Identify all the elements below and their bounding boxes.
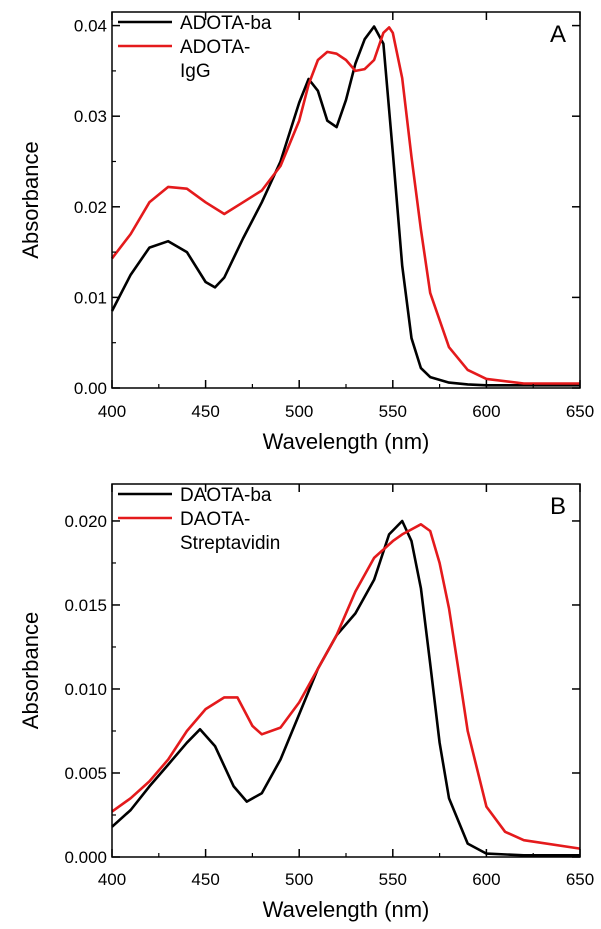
x-tick-label: 450 [191,402,219,421]
series-line-2 [110,26,580,385]
legend-label-2: IgG [180,61,211,82]
x-axis-title: Wavelength (nm) [263,429,430,454]
x-tick-label: 650 [566,402,594,421]
series-line-1 [111,519,580,857]
y-axis-title: Absorbance [18,612,43,729]
y-tick-label: 0.000 [64,848,107,867]
series-line-1 [110,25,580,387]
x-tick-label: 650 [566,870,594,889]
x-tick-label: 600 [472,870,500,889]
panel-b: 400 450 500 550 600 650 0.000 0.005 0.010 0.015 0.… [18,483,594,922]
x-tick-label: 400 [98,402,126,421]
x-tick-label: 550 [379,870,407,889]
x-tick-label: 450 [191,870,219,889]
x-tick-label: 500 [285,402,313,421]
panel-label: A [550,21,566,48]
legend-label-2: DAOTA- [180,509,250,530]
y-tick-label: 0.010 [64,680,107,699]
legend-label-2: Streptavidin [180,533,280,554]
x-tick-label: 550 [379,402,407,421]
x-tick-label: 500 [285,870,313,889]
x-tick-label: 600 [472,402,500,421]
y-tick-label: 0.015 [64,596,107,615]
y-tick-label: 0.03 [74,107,107,126]
series-line-2 [111,523,581,850]
y-tick-label: 0.00 [74,379,107,398]
panel-a: 400 450 500 550 600 650 0.00 0.01 0.02 0.03 0.04 Wa… [18,11,594,454]
y-tick-label: 0.005 [64,764,107,783]
y-axis-title: Absorbance [18,141,43,258]
y-tick-label: 0.02 [74,198,107,217]
x-tick-label: 400 [98,870,126,889]
panel-label: B [550,493,566,520]
legend-label-2: ADOTA- [180,37,250,58]
legend-label-1: DAOTA-ba [180,485,272,506]
x-axis-title: Wavelength (nm) [263,897,430,922]
y-tick-label: 0.01 [74,288,107,307]
legend-label-1: ADOTA-ba [180,13,272,34]
y-tick-label: 0.04 [74,17,107,36]
y-tick-label: 0.020 [64,512,107,531]
